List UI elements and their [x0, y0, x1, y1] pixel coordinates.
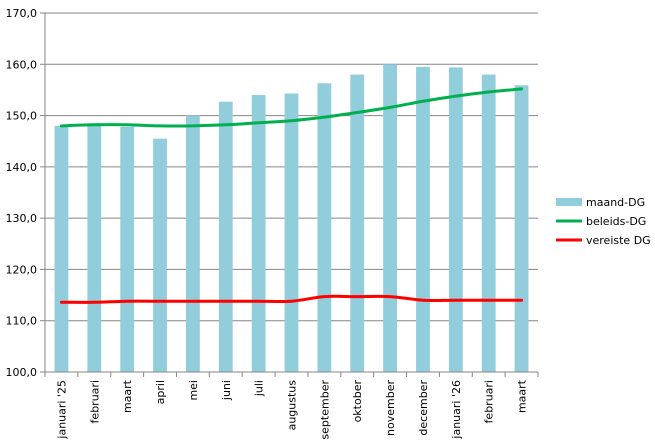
x-tick-label: maart — [121, 379, 134, 413]
x-tick-label: februari — [88, 380, 101, 423]
bar-maand-dg — [383, 64, 398, 373]
legend-label: maand-DG — [586, 196, 645, 209]
bar-maand-dg — [317, 83, 332, 373]
x-tick-label: juli — [253, 380, 266, 397]
x-tick-label: april — [154, 380, 167, 404]
legend-label: beleids-DG — [586, 215, 646, 228]
bar-maand-dg — [416, 66, 430, 372]
legend-swatch-maand-dg — [556, 198, 582, 206]
bar-maand-dg — [350, 74, 365, 373]
line-beleids-dg — [59, 87, 524, 128]
legend-label: vereiste DG — [586, 234, 651, 247]
y-tick-label: 170,0 — [6, 7, 38, 20]
bar-maand-dg — [481, 74, 496, 373]
bar-maand-dg — [120, 126, 135, 373]
bar-maand-dg — [87, 123, 102, 372]
bar-maand-dg — [251, 95, 266, 373]
x-tick-label: augustus — [286, 380, 299, 431]
x-tick-label: januari '25 — [55, 380, 68, 440]
x-tick-label: september — [318, 380, 331, 440]
y-tick-label: 140,0 — [6, 161, 38, 174]
bar-maand-dg — [284, 93, 299, 373]
y-tick-label: 120,0 — [6, 263, 38, 276]
y-tick-label: 150,0 — [6, 110, 38, 123]
x-tick-label: mei — [187, 380, 200, 401]
bar-maand-dg — [448, 67, 463, 372]
x-tick-label: oktober — [351, 380, 364, 423]
x-tick-label: december — [417, 380, 430, 436]
x-axis-tick-labels: januari '25 februari maart april mei juni juli… — [55, 379, 528, 439]
bar-maand-dg — [218, 101, 233, 372]
bar-series-maand-dg — [54, 64, 529, 373]
bar-maand-dg — [54, 125, 69, 372]
y-tick-label: 160,0 — [6, 58, 38, 71]
line-vereiste-dg — [59, 294, 524, 304]
x-tick-label: maart — [516, 379, 529, 413]
bar-maand-dg — [514, 85, 529, 372]
x-tick-label: juni — [220, 380, 233, 401]
bar-maand-dg — [185, 115, 200, 373]
y-tick-label: 110,0 — [6, 315, 38, 328]
axes — [40, 12, 539, 377]
x-tick-label: november — [384, 380, 397, 436]
legend: maand-DG beleids-DG vereiste DG — [556, 196, 651, 247]
y-tick-label: 100,0 — [6, 366, 38, 379]
x-tick-label: februari — [483, 380, 496, 423]
line-series — [59, 87, 524, 304]
y-axis-tick-labels: 100,0 110,0 120,0 130,0 140,0 150,0 160,0 170,0 — [6, 7, 38, 379]
x-tick-label: januari '26 — [450, 380, 463, 440]
y-tick-label: 130,0 — [6, 212, 38, 225]
bar-maand-dg — [153, 138, 167, 372]
